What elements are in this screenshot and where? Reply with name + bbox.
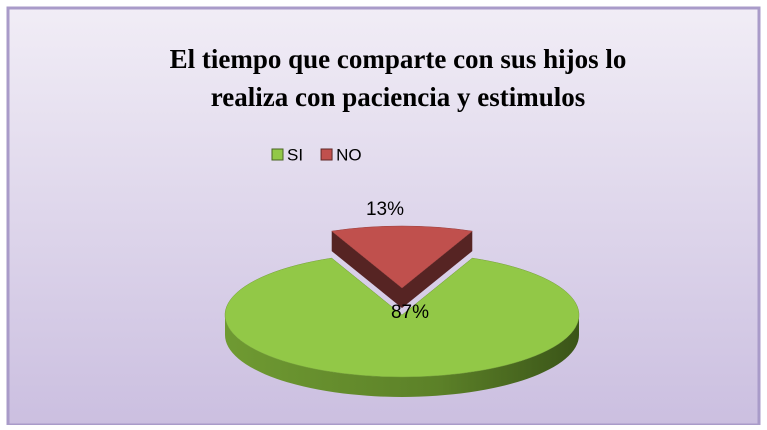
chart-title: El tiempo que comparte con sus hijos lo [170,44,627,74]
legend-swatch [271,148,284,161]
slice-side [225,315,579,397]
slice [331,225,473,289]
data-label: 87% [391,302,429,323]
legend-swatch [320,148,333,161]
slice-side [331,231,402,308]
legend-label: NO [336,145,362,164]
slice [224,257,580,378]
chart-title: realiza con paciencia y estimulos [211,82,585,112]
slice-side [402,231,473,308]
legend-label: SI [287,145,303,164]
data-label: 13% [366,199,404,220]
